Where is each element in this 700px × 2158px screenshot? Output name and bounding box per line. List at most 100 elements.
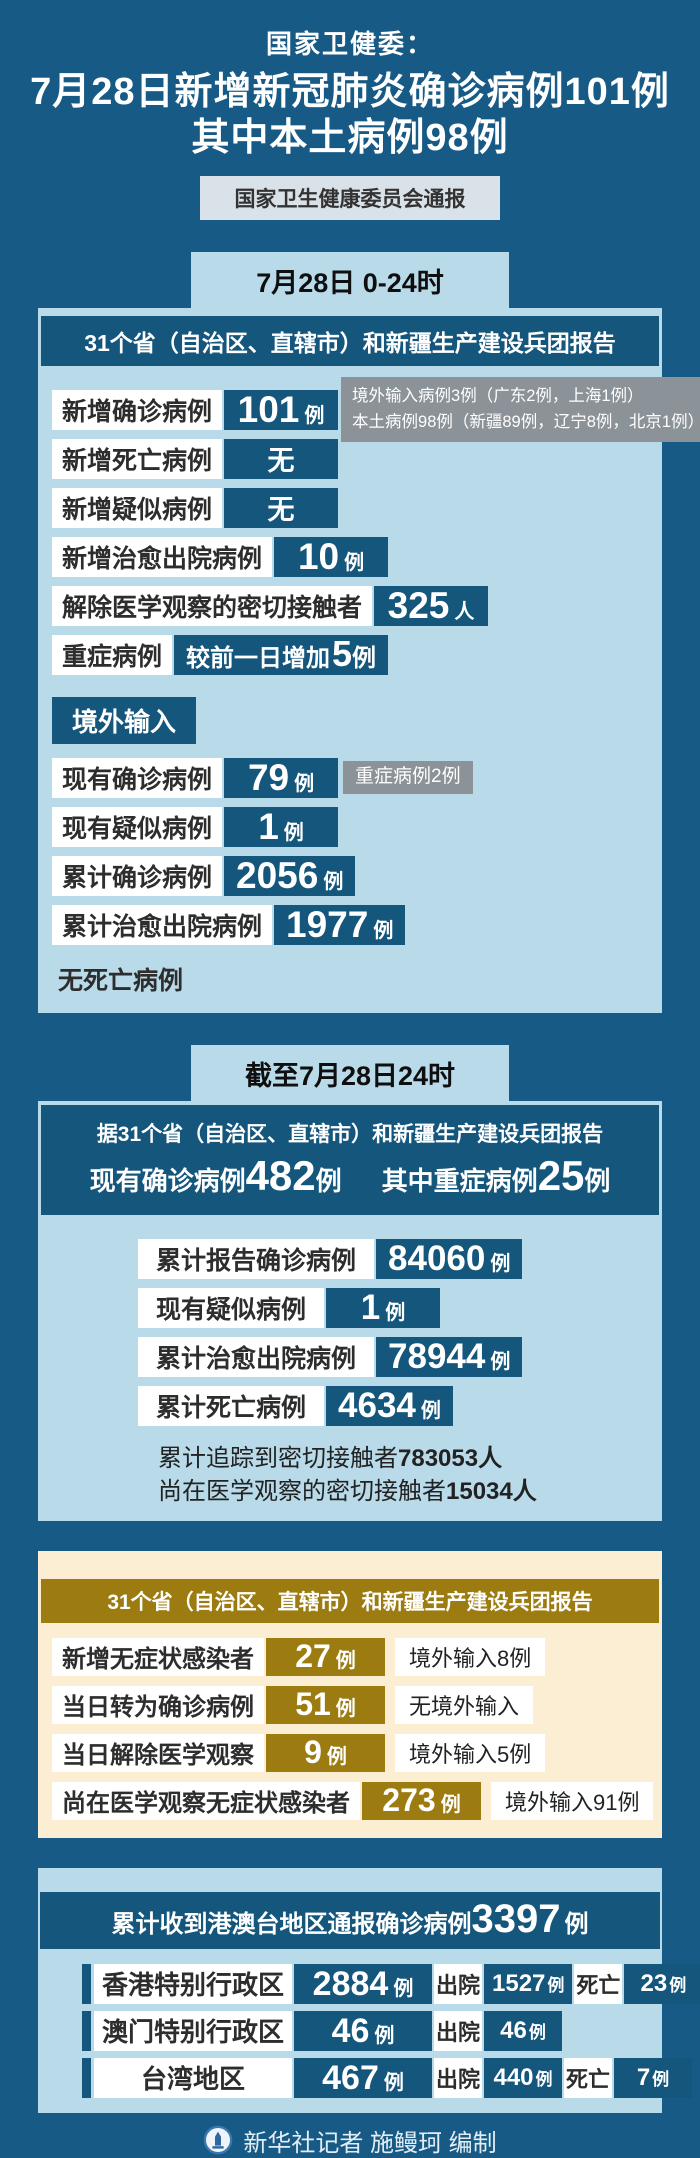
panel-asymptomatic: 31个省（自治区、直辖市）和新疆生产建设兵团报告 新增无症状感染者 27 例 境外… — [38, 1550, 662, 1838]
stat-number: 2884 — [312, 1964, 389, 2003]
stat-unit: 例 — [490, 1351, 511, 1374]
region-row-hongkong: 香港特别行政区 2884 例 出院 1527 例 死亡 23 例 — [82, 1963, 700, 2004]
row-accent-bar — [82, 2057, 91, 2098]
region-row-macao: 澳门特别行政区 46 例 出院 46 例 — [82, 2010, 646, 2051]
scope-header-bar-gold: 31个省（自治区、直辖市）和新疆生产建设兵团报告 — [41, 1578, 659, 1623]
stat-label: 解除医学观察的密切接触者 — [52, 585, 373, 626]
stat-label: 重症病例 — [52, 634, 173, 675]
stat-number: 325 — [387, 585, 450, 627]
region-total: 46 例 — [294, 2010, 432, 2051]
stat-unit: 例 — [652, 2069, 670, 2089]
page-title: 7月28日新增新冠肺炎确诊病例101例 其中本土病例98例 — [0, 69, 700, 162]
discharged-label: 出院 — [434, 1963, 482, 2004]
stat-value: 无 — [224, 438, 339, 479]
stat-value: 101 例 — [224, 389, 339, 431]
stat-row-released-observation: 解除医学观察的密切接触者 325 人 — [52, 585, 648, 627]
stat-number: 1527 — [492, 1969, 546, 1997]
stat-unit: 例 — [304, 405, 325, 428]
note-imported: 境外输入病例3例（广东2例，上海1例） — [352, 387, 644, 406]
hmt-header-unit: 例 — [564, 1910, 589, 1938]
cumulative-scope-line: 据31个省（自治区、直辖市）和新疆生产建设兵团报告 — [96, 1122, 604, 1146]
stat-label: 现有疑似病例 — [138, 1287, 325, 1328]
stat-unit: 例 — [374, 2024, 395, 2047]
cumulative-header-bar: 据31个省（自治区、直辖市）和新疆生产建设兵团报告 现有确诊病例482例 其中重症… — [41, 1104, 659, 1215]
stat-note: 境外输入8例 — [395, 1637, 546, 1676]
stat-value: 10 例 — [274, 536, 389, 578]
tab-period-daily: 7月28日 0-24时 — [191, 251, 509, 308]
death-label: 死亡 — [564, 2057, 612, 2098]
stat-unit: 例 — [373, 920, 394, 943]
note-unit: 人 — [512, 1478, 537, 1506]
stat-value: 79 例 — [224, 757, 339, 798]
hmt-header-text: 累计收到港澳台地区通报确诊病例 — [111, 1910, 472, 1938]
headline-existing-number: 482 — [245, 1151, 316, 1199]
stat-row-new-asymptomatic: 新增无症状感染者 27 例 境外输入8例 — [52, 1637, 648, 1676]
stat-number: 101 — [237, 389, 300, 431]
stat-row-imported-cumulative: 累计确诊病例 2056 例 — [52, 855, 648, 897]
stat-unit: 例 — [420, 1400, 441, 1423]
tab-period-cumulative: 截至7月28日24时 — [191, 1044, 509, 1101]
stat-value: 1977 例 — [274, 904, 406, 945]
page-title-line1: 7月28日新增新冠肺炎确诊病例101例 — [30, 71, 670, 113]
stat-unit: 例 — [352, 645, 377, 673]
xinhua-logo-icon — [203, 2125, 233, 2155]
stat-number: 84060 — [388, 1239, 486, 1279]
stat-number: 4634 — [338, 1386, 416, 1426]
credit-footer: 新华社记者 施鳗珂 编制 — [0, 2123, 700, 2158]
stat-value: 4634 例 — [326, 1385, 453, 1426]
stat-row-new-suspected: 新增疑似病例 无 — [52, 487, 648, 528]
stat-unit: 例 — [383, 2071, 404, 2094]
stat-value: 325 人 — [374, 585, 489, 627]
stat-unit: 人 — [454, 601, 475, 624]
stat-row-imported-recovered: 累计治愈出院病例 1977 例 — [52, 904, 648, 945]
row-accent-bar — [82, 2010, 91, 2051]
stat-label: 新增确诊病例 — [52, 389, 223, 430]
note-local: 本土病例98例（新疆89例，辽宁8例，北京1例） — [352, 412, 700, 431]
hmt-header-bar: 累计收到港澳台地区通报确诊病例3397 例 — [40, 1891, 660, 1949]
stat-label: 尚在医学观察无症状感染者 — [52, 1781, 360, 1820]
stat-row-new-deaths: 新增死亡病例 无 — [52, 438, 648, 479]
row-accent-bar — [82, 1963, 91, 2004]
stat-unit: 例 — [323, 871, 344, 894]
death-value: 23 例 — [624, 1963, 700, 2004]
stat-unit: 例 — [393, 1977, 414, 2000]
discharged-value: 440 例 — [484, 2057, 562, 2098]
note-unit: 人 — [478, 1444, 503, 1472]
stat-row-imported-active: 现有确诊病例 79 例 重症病例2例 — [52, 757, 648, 798]
stat-note: 境外输入5例 — [395, 1733, 546, 1772]
stat-value: 84060 例 — [376, 1238, 523, 1279]
stat-label: 累计治愈出院病例 — [138, 1336, 375, 1377]
stat-number: 2056 — [236, 855, 319, 897]
stat-number: 273 — [382, 1782, 436, 1819]
stat-number: 467 — [322, 2058, 379, 2097]
no-deaths-footnote: 无死亡病例 — [58, 966, 184, 995]
stat-number: 10 — [297, 536, 340, 578]
cumulative-headline: 现有确诊病例482例 其中重症病例25例 — [41, 1152, 659, 1200]
stat-number: 440 — [493, 2063, 534, 2091]
discharged-value: 1527 例 — [484, 1963, 573, 2004]
region-label: 台湾地区 — [94, 2057, 292, 2098]
note-number: 783053 — [398, 1444, 479, 1472]
stat-label: 累计治愈出院病例 — [52, 904, 273, 945]
stat-value: 2056 例 — [224, 855, 356, 897]
headline-severe-number: 25 — [537, 1151, 585, 1199]
death-label: 死亡 — [574, 1963, 623, 2004]
stat-note-breakdown: 境外输入病例3例（广东2例，上海1例） 本土病例98例（新疆89例，辽宁8例，北… — [341, 377, 700, 443]
report-source-badge: 国家卫生健康委员会通报 — [200, 175, 500, 220]
stat-row-new-confirmed: 新增确诊病例 101 例 境外输入病例3例（广东2例，上海1例） 本土病例98例（… — [52, 377, 700, 443]
stat-row-cum-confirmed: 累计报告确诊病例 84060 例 — [138, 1238, 648, 1279]
stat-label: 累计死亡病例 — [138, 1385, 325, 1426]
stat-unit: 例 — [283, 822, 304, 845]
headline-existing-label: 现有确诊病例 — [89, 1165, 246, 1196]
stat-number: 5 — [332, 633, 353, 675]
discharged-value: 46 例 — [484, 2010, 562, 2051]
stat-value: 273 例 — [362, 1781, 481, 1820]
headline-severe-label: 其中重症病例 — [381, 1165, 538, 1196]
stat-number: 46 — [331, 2011, 370, 2050]
stat-row-cum-recovered: 累计治愈出院病例 78944 例 — [138, 1336, 648, 1377]
